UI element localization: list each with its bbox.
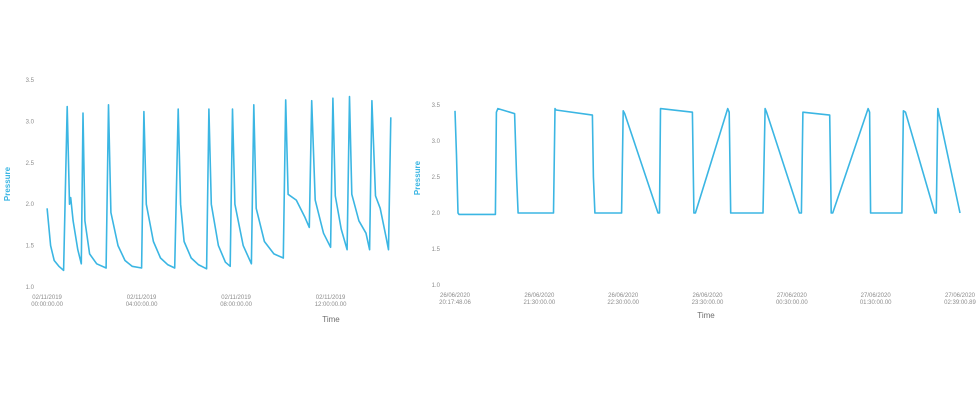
x-axis-label: Time <box>697 311 715 320</box>
y-tick-label: 1.0 <box>432 283 441 289</box>
x-tick-label: 02/11/2019 00:00:00.00 <box>31 295 63 308</box>
chart-2: Pressure 1.0 1.5 2.0 2.5 3.0 3.5 26/06/2020 20:1… <box>413 103 977 320</box>
y-tick-label: 2.0 <box>26 202 35 208</box>
series-line <box>454 107 961 216</box>
y-axis-label: Pressure <box>413 160 422 195</box>
y-tick-label: 3.0 <box>26 119 35 125</box>
y-tick-label: 1.0 <box>26 285 35 291</box>
chart-1: Pressure 1.0 1.5 2.0 2.5 3.0 3.5 02/11/2019 00:0… <box>3 78 392 324</box>
x-tick-label: 27/06/2020 02:39:00.89 <box>944 293 976 306</box>
y-tick-label: 2.0 <box>432 211 441 217</box>
x-tick-label: 02/11/2019 04:00:00.00 <box>126 295 158 308</box>
x-tick-label: 26/06/2020 21:30:00.00 <box>523 293 555 306</box>
y-tick-label: 3.5 <box>26 78 35 84</box>
y-tick-label: 1.5 <box>26 244 35 250</box>
y-tick-label: 2.5 <box>432 175 441 181</box>
y-tick-label: 3.5 <box>432 103 441 109</box>
series-line <box>46 95 392 272</box>
x-tick-label: 26/06/2020 22:30:00.00 <box>607 293 639 306</box>
x-tick-label: 26/06/2020 20:17:48.06 <box>439 293 471 306</box>
x-tick-label: 02/11/2019 12:00:00.00 <box>315 295 347 308</box>
y-tick-label: 1.5 <box>432 247 441 253</box>
x-tick-label: 27/06/2020 01:30:00.00 <box>860 293 892 306</box>
y-tick-label: 2.5 <box>26 161 35 167</box>
y-axis-label: Pressure <box>3 166 12 201</box>
x-tick-label: 27/06/2020 00:30:00.00 <box>776 293 808 306</box>
x-axis-label: Time <box>322 315 340 324</box>
y-tick-label: 3.0 <box>432 139 441 145</box>
x-tick-label: 26/06/2020 23:30:00.00 <box>692 293 724 306</box>
x-tick-label: 02/11/2019 08:00:00.00 <box>220 295 252 308</box>
